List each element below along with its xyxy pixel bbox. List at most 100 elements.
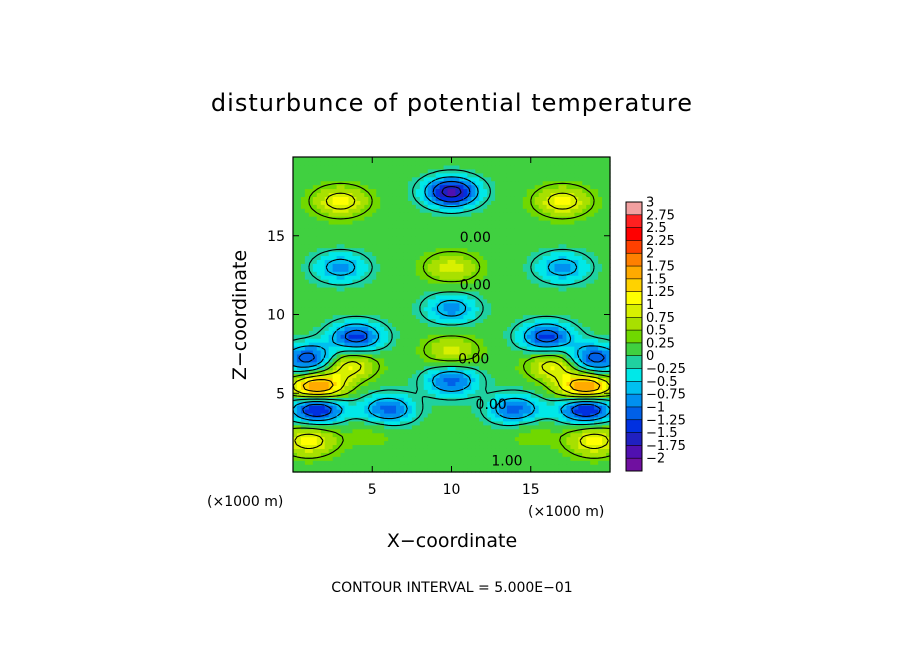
field-cell: [415, 279, 421, 284]
field-cell: [340, 409, 346, 414]
field-cell: [348, 468, 354, 473]
field-cell: [558, 326, 564, 331]
field-cell: [542, 377, 548, 383]
field-cell: [407, 302, 413, 308]
field-cell: [427, 286, 433, 292]
field-cell: [499, 306, 504, 312]
field-cell: [388, 440, 393, 446]
field-cell: [471, 231, 476, 237]
field-cell: [566, 432, 571, 438]
field-cell: [562, 405, 568, 410]
field-cell: [320, 460, 326, 465]
field-cell: [526, 322, 532, 327]
field-cell: [293, 255, 298, 260]
field-cell: [487, 420, 492, 426]
field-cell: [439, 349, 445, 355]
field-cell: [439, 377, 445, 383]
field-cell: [574, 227, 579, 233]
field-cell: [554, 326, 560, 331]
field-cell: [372, 310, 377, 316]
field-cell: [384, 306, 389, 312]
field-cell: [423, 263, 429, 268]
field-cell: [483, 338, 488, 343]
field-cell: [570, 306, 575, 312]
field-cell: [606, 302, 611, 308]
field-cell: [403, 263, 409, 268]
field-cell: [475, 290, 480, 296]
field-cell: [431, 464, 437, 469]
field-cell: [443, 346, 449, 351]
field-cell: [296, 361, 302, 367]
field-cell: [479, 271, 484, 276]
field-cell: [526, 405, 532, 410]
field-cell: [514, 251, 520, 257]
field-cell: [534, 432, 540, 438]
field-cell: [399, 247, 405, 253]
field-cell: [360, 361, 365, 367]
field-cell: [475, 456, 480, 461]
field-cell: [518, 401, 524, 406]
field-cell: [483, 373, 488, 379]
field-cell: [499, 310, 504, 316]
field-cell: [399, 365, 405, 371]
field-cell: [606, 322, 611, 327]
field-cell: [479, 342, 484, 347]
field-cell: [483, 239, 488, 245]
field-cell: [566, 275, 571, 280]
field-cell: [518, 369, 524, 375]
field-cell: [312, 448, 318, 453]
field-cell: [427, 464, 433, 469]
field-cell: [522, 428, 528, 434]
field-cell: [435, 247, 441, 253]
field-cell: [312, 310, 318, 316]
field-cell: [503, 271, 508, 276]
field-cell: [328, 326, 334, 331]
field-cell: [356, 342, 361, 347]
field-cell: [336, 377, 342, 383]
field-cell: [356, 338, 361, 343]
field-cell: [578, 286, 583, 292]
field-cell: [348, 342, 354, 347]
field-cell: [435, 267, 441, 272]
field-cell: [431, 306, 437, 312]
field-cell: [479, 397, 484, 402]
field-cell: [407, 357, 413, 363]
field-cell: [324, 326, 330, 331]
field-cell: [602, 275, 607, 280]
field-cell: [376, 263, 381, 268]
field-cell: [475, 357, 480, 363]
field-cell: [574, 275, 579, 280]
field-cell: [380, 243, 385, 249]
field-cell: [403, 243, 409, 249]
field-cell: [550, 294, 556, 300]
field-cell: [427, 420, 433, 426]
field-cell: [356, 436, 361, 442]
field-cell: [439, 251, 445, 257]
field-cell: [427, 397, 433, 402]
field-cell: [542, 338, 548, 343]
field-cell: [419, 251, 425, 257]
field-cell: [356, 464, 361, 469]
field-cell: [364, 385, 369, 390]
field-cell: [423, 393, 429, 398]
field-cell: [332, 251, 338, 257]
field-cell: [546, 227, 552, 233]
field-cell: [506, 259, 512, 264]
field-cell: [392, 409, 397, 414]
field-cell: [487, 357, 492, 363]
field-cell: [459, 227, 464, 233]
field-cell: [602, 393, 607, 398]
field-cell: [415, 385, 421, 390]
field-cell: [308, 381, 314, 386]
field-cell: [443, 306, 449, 312]
field-cell: [411, 349, 417, 355]
field-cell: [316, 275, 322, 280]
field-cell: [399, 440, 405, 446]
field-cell: [443, 271, 449, 276]
field-cell: [550, 401, 556, 406]
field-cell: [510, 468, 516, 473]
field-cell: [503, 330, 508, 335]
field-cell: [530, 436, 536, 442]
field-cell: [372, 235, 377, 241]
field-cell: [300, 259, 306, 264]
